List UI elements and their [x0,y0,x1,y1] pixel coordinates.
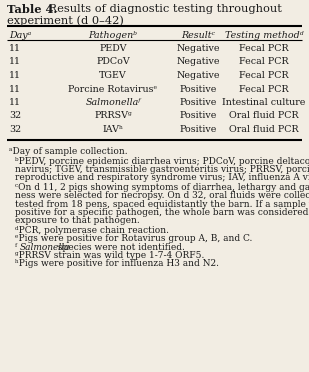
Text: Positive: Positive [179,125,217,134]
Text: PRRSVᵍ: PRRSVᵍ [94,112,132,121]
Text: Intestinal culture: Intestinal culture [222,98,306,107]
Text: ness were selected for necropsy. On d 32, oral fluids were collected and: ness were selected for necropsy. On d 32… [15,192,309,201]
Text: Resultᶜ: Resultᶜ [181,31,215,40]
Text: TGEV: TGEV [99,71,127,80]
Text: 32: 32 [9,112,21,121]
Text: Pathogenᵇ: Pathogenᵇ [88,31,138,40]
Text: Negative: Negative [176,71,220,80]
Text: Oral fluid PCR: Oral fluid PCR [229,112,299,121]
Text: ᵉPigs were positive for Rotavirus group A, B, and C.: ᵉPigs were positive for Rotavirus group … [15,234,252,244]
Text: Negative: Negative [176,44,220,53]
Text: 11: 11 [9,44,21,53]
Text: Fecal PCR: Fecal PCR [239,44,289,53]
Text: ᵈPCR, polymerase chain reaction.: ᵈPCR, polymerase chain reaction. [15,226,169,235]
Text: 11: 11 [9,98,21,107]
Text: Results of diagnostic testing throughout: Results of diagnostic testing throughout [45,4,282,14]
Text: Fecal PCR: Fecal PCR [239,71,289,80]
Text: Salmonella: Salmonella [20,243,70,252]
Text: ᵃDay of sample collection.: ᵃDay of sample collection. [9,147,128,156]
Text: 11: 11 [9,71,21,80]
Text: ᵍPRRSV strain was wild type 1-7-4 ORF5.: ᵍPRRSV strain was wild type 1-7-4 ORF5. [15,251,204,260]
Text: Table 4.: Table 4. [7,4,57,15]
Text: Positive: Positive [179,98,217,107]
Text: reproductive and respiratory syndrome virus; IAV, influenza A virus.: reproductive and respiratory syndrome vi… [15,173,309,182]
Text: Positive: Positive [179,112,217,121]
Text: Salmonellaᶠ: Salmonellaᶠ [85,98,141,107]
Text: exposure to that pathogen.: exposure to that pathogen. [15,216,140,225]
Text: IAVʰ: IAVʰ [103,125,124,134]
Text: Testing methodᵈ: Testing methodᵈ [225,31,303,40]
Text: Porcine Rotavirusᵉ: Porcine Rotavirusᵉ [68,84,158,93]
Text: PEDV: PEDV [99,44,127,53]
Text: 32: 32 [9,125,21,134]
Text: Dayᵃ: Dayᵃ [9,31,31,40]
Text: ᶜOn d 11, 2 pigs showing symptoms of diarrhea, lethargy and gaunt-: ᶜOn d 11, 2 pigs showing symptoms of dia… [15,183,309,192]
Text: Positive: Positive [179,84,217,93]
Text: 11: 11 [9,84,21,93]
Text: Negative: Negative [176,58,220,67]
Text: Fecal PCR: Fecal PCR [239,84,289,93]
Text: ᶠ: ᶠ [15,243,17,252]
Text: Oral fluid PCR: Oral fluid PCR [229,125,299,134]
Text: Fecal PCR: Fecal PCR [239,58,289,67]
Text: navirus; TGEV, transmissible gastroenteritis virus; PRRSV, porcine: navirus; TGEV, transmissible gastroenter… [15,165,309,174]
Text: experiment (d 0–42): experiment (d 0–42) [7,15,124,26]
Text: PDCoV: PDCoV [96,58,130,67]
Text: 11: 11 [9,58,21,67]
Text: ᵇPEDV, porcine epidemic diarrhea virus; PDCoV, porcine deltacoro-: ᵇPEDV, porcine epidemic diarrhea virus; … [15,157,309,166]
Text: species were not identified.: species were not identified. [55,243,185,252]
Text: positive for a specific pathogen, the whole barn was considered to have: positive for a specific pathogen, the wh… [15,208,309,217]
Text: ʰPigs were positive for influenza H3 and N2.: ʰPigs were positive for influenza H3 and… [15,259,219,268]
Text: tested from 18 pens, spaced equidistantly the barn. If a sample was: tested from 18 pens, spaced equidistantl… [15,200,309,209]
